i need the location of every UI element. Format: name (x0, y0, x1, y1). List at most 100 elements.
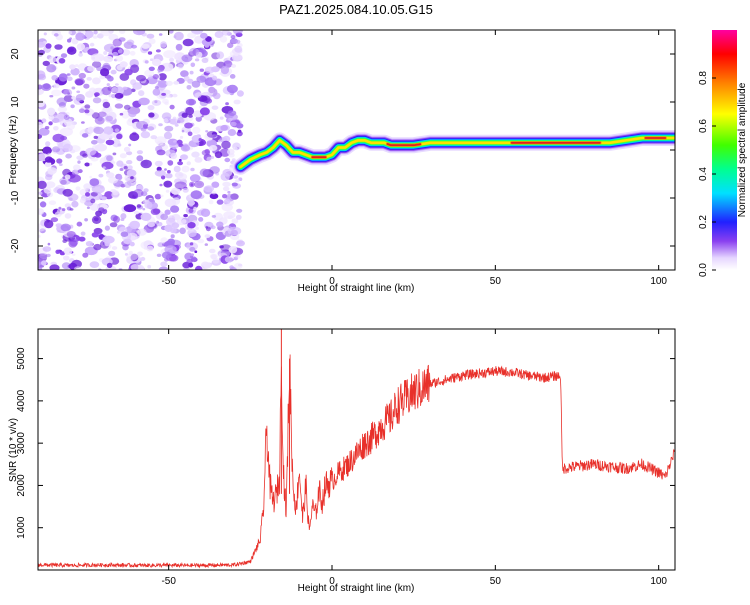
noise-blob (187, 222, 196, 229)
noise-blob (221, 140, 231, 149)
noise-blob (66, 46, 77, 55)
noise-blob (236, 208, 243, 213)
chart-title: PAZ1.2025.084.10.05.G15 (279, 2, 433, 17)
noise-blob (76, 221, 83, 227)
noise-blob (210, 225, 216, 230)
spectrogram-x-tick-label: -50 (161, 276, 176, 287)
noise-blob (137, 228, 147, 236)
noise-blob (173, 81, 180, 85)
noise-blob (92, 35, 98, 39)
noise-blob (179, 135, 184, 139)
noise-blob (158, 33, 163, 36)
noise-blob (152, 88, 161, 96)
noise-blob (78, 52, 83, 57)
noise-blob (211, 66, 220, 73)
noise-blob (144, 69, 155, 78)
noise-blob (137, 251, 143, 257)
noise-blob (180, 154, 188, 160)
noise-blob (209, 193, 219, 200)
noise-blob (154, 136, 167, 145)
noise-blob (62, 239, 67, 244)
noise-blob (174, 123, 179, 127)
noise-blob (201, 95, 211, 103)
noise-blob (178, 158, 182, 162)
noise-blob (214, 31, 224, 38)
noise-blob (204, 243, 208, 246)
noise-blob (200, 32, 208, 39)
noise-blob (91, 112, 100, 119)
noise-blob (58, 73, 68, 82)
noise-blob (136, 230, 140, 233)
noise-blob (48, 200, 57, 205)
noise-blob (76, 90, 81, 94)
noise-blob (89, 162, 93, 166)
noise-blob (64, 213, 72, 219)
noise-blob (171, 197, 181, 205)
noise-blob (114, 103, 124, 109)
noise-blob (111, 87, 119, 93)
noise-blob (228, 246, 238, 254)
noise-blob (141, 43, 150, 49)
noise-blob (119, 153, 127, 159)
noise-blob (221, 203, 233, 212)
noise-blob (165, 173, 173, 179)
noise-blob (115, 55, 124, 62)
noise-blob (49, 95, 54, 98)
noise-blob (187, 32, 196, 39)
noise-blob (211, 105, 219, 110)
noise-blob (194, 180, 205, 189)
noise-blob (115, 182, 119, 186)
noise-blob (79, 197, 86, 204)
noise-blob (136, 204, 142, 208)
noise-blob (186, 161, 191, 166)
noise-blob (89, 261, 100, 268)
noise-blob (174, 31, 184, 41)
ridge-core-1 (386, 143, 422, 147)
noise-blob (58, 163, 63, 167)
noise-blob (58, 58, 66, 64)
noise-blob (164, 168, 167, 171)
noise-blob (44, 161, 52, 168)
noise-blob (45, 141, 51, 147)
snr-series (38, 329, 675, 569)
noise-blob (174, 171, 184, 179)
noise-blob (130, 176, 134, 180)
noise-blob (194, 250, 198, 253)
noise-blob (128, 143, 132, 147)
noise-blob (122, 86, 128, 90)
noise-blob (114, 128, 120, 133)
noise-blob (47, 169, 56, 175)
noise-blob (226, 84, 238, 94)
noise-blob (112, 51, 119, 57)
noise-blob (214, 78, 223, 86)
noise-blob (181, 219, 187, 224)
spectrogram-x-axis-label: Height of straight line (km) (298, 283, 415, 294)
snr-panel: -50 0 50 100 1000 2000 3000 4000 5000 Height of… (8, 328, 676, 594)
noise-blob (84, 30, 94, 39)
noise-blob (140, 131, 151, 139)
spectrogram-y-tick-label: 20 (10, 48, 21, 60)
noise-blob (161, 112, 172, 120)
noise-blob (83, 83, 90, 89)
noise-blob (111, 191, 120, 199)
noise-blob (234, 262, 243, 270)
noise-blob (227, 226, 242, 236)
noise-blob (227, 215, 233, 220)
noise-blob (235, 123, 244, 129)
noise-blob (95, 143, 107, 152)
noise-blob (164, 245, 177, 254)
noise-blob (39, 201, 47, 208)
noise-blob (47, 242, 51, 246)
noise-blob (48, 121, 53, 126)
noise-blob (98, 207, 105, 214)
noise-blob (222, 135, 231, 142)
noise-blob (164, 209, 171, 215)
noise-blob (209, 248, 216, 254)
noise-blob (38, 121, 44, 129)
snr-y-tick-label: 3000 (16, 432, 27, 455)
noise-blob (154, 169, 166, 177)
noise-blob (197, 238, 205, 244)
noise-blob (155, 49, 161, 53)
noise-blob (231, 158, 236, 162)
noise-blob (147, 264, 152, 269)
